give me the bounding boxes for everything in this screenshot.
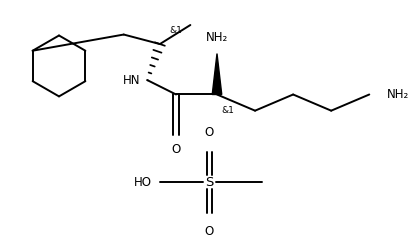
Text: HN: HN: [122, 74, 140, 87]
Text: O: O: [171, 143, 181, 156]
Text: &1: &1: [169, 26, 182, 34]
Text: O: O: [205, 126, 214, 139]
Text: &1: &1: [222, 106, 235, 115]
Text: NH₂: NH₂: [206, 31, 228, 44]
Polygon shape: [212, 54, 222, 94]
Text: HO: HO: [134, 176, 152, 188]
Text: O: O: [205, 225, 214, 238]
Text: S: S: [205, 176, 213, 188]
Text: NH₂: NH₂: [386, 88, 408, 101]
